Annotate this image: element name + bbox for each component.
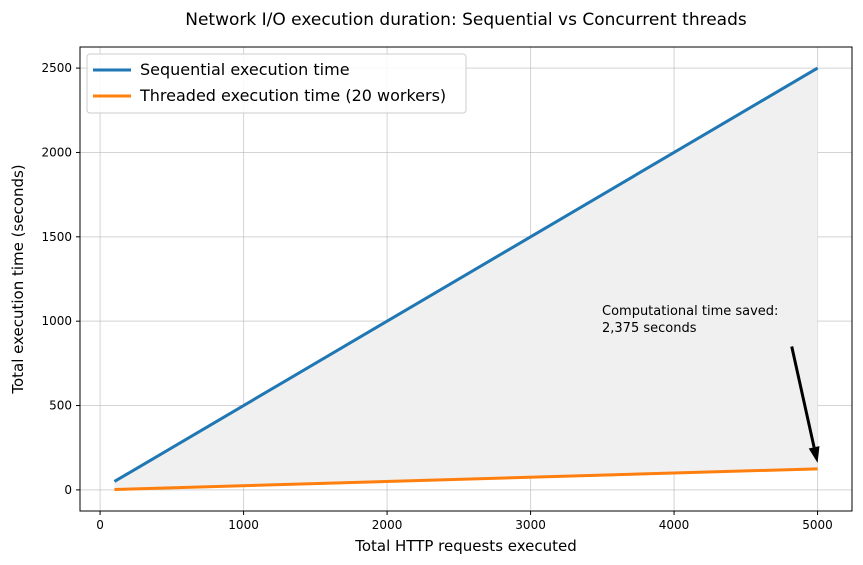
y-tick-label: 2500	[41, 61, 72, 75]
x-tick-label: 1000	[228, 518, 259, 532]
time-saved-shaded-region	[114, 68, 818, 490]
x-axis-label: Total HTTP requests executed	[354, 537, 577, 555]
y-axis-label: Total execution time (seconds)	[9, 164, 27, 394]
x-tick-label: 4000	[659, 518, 690, 532]
annotation-line-2: 2,375 seconds	[602, 321, 697, 336]
annotation-arrow-head	[808, 446, 820, 463]
y-tick-label: 500	[49, 399, 72, 413]
x-tick-label: 2000	[372, 518, 403, 532]
legend-label-sequential: Sequential execution time	[140, 60, 350, 79]
y-tick-label: 0	[64, 483, 72, 497]
legend-box	[86, 53, 467, 114]
y-axis-ticks: 0 500 1000 1500 2000 2500	[41, 61, 80, 497]
series-line-threaded	[114, 467, 818, 491]
x-axis-ticks: 0 1000 2000 3000 4000 5000	[96, 511, 833, 532]
x-tick-label: 0	[96, 518, 104, 532]
series-line-sequential	[113, 66, 819, 483]
y-tick-label: 1000	[41, 314, 72, 328]
chart-title: Network I/O execution duration: Sequenti…	[185, 10, 747, 30]
legend: Sequential execution time Threaded execu…	[86, 53, 467, 114]
annotation-line-1: Computational time saved:	[602, 304, 778, 319]
annotation-arrow-shaft	[790, 346, 816, 448]
plot-frame	[79, 46, 853, 512]
x-tick-label: 5000	[802, 518, 833, 532]
legend-label-threaded: Threaded execution time (20 workers)	[139, 86, 446, 105]
annotation: Computational time saved: 2,375 seconds	[602, 304, 820, 463]
y-tick-label: 2000	[41, 145, 72, 159]
series-lines	[113, 66, 819, 491]
x-tick-label: 3000	[515, 518, 546, 532]
y-tick-label: 1500	[41, 230, 72, 244]
